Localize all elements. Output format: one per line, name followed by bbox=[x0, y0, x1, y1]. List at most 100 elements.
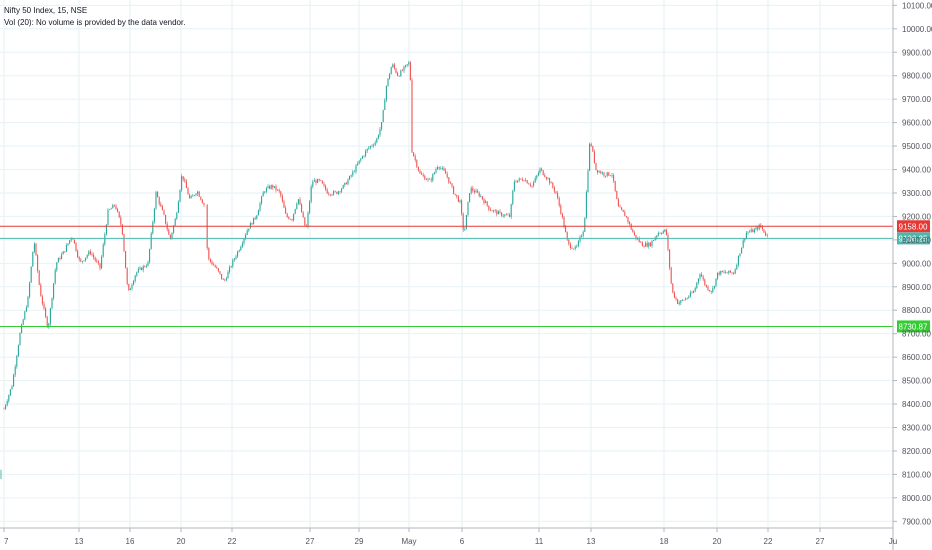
candle-body bbox=[625, 216, 627, 218]
candle-body bbox=[45, 308, 47, 317]
candle-body bbox=[744, 238, 746, 241]
candle-body bbox=[281, 195, 283, 202]
candle-body bbox=[112, 204, 114, 209]
price-tick-label: 9900.00 bbox=[902, 48, 931, 57]
candle-body bbox=[534, 177, 536, 183]
candle-body bbox=[537, 172, 539, 176]
candle-body bbox=[435, 169, 437, 173]
candle-body bbox=[277, 189, 279, 191]
candle-body bbox=[416, 160, 418, 167]
candle-body bbox=[59, 258, 61, 259]
candle-body bbox=[646, 243, 648, 247]
candle-body bbox=[734, 269, 736, 274]
candle-body bbox=[627, 217, 629, 223]
candle-body bbox=[126, 268, 128, 285]
time-tick-label: 18 bbox=[660, 537, 669, 546]
candle-body bbox=[104, 234, 106, 245]
price-tick-label: 9400.00 bbox=[902, 166, 931, 175]
candle-body bbox=[565, 226, 567, 233]
candle-body bbox=[345, 182, 347, 185]
volume-legend[interactable]: Vol (20): No volume is provided by the d… bbox=[4, 18, 186, 27]
candle-body bbox=[120, 217, 122, 225]
candle-body bbox=[389, 74, 391, 79]
candle-body bbox=[633, 232, 635, 235]
candle-body bbox=[361, 156, 363, 159]
candle-body bbox=[717, 272, 719, 279]
candle-body bbox=[667, 234, 669, 250]
candle-body bbox=[227, 271, 229, 279]
candle-body bbox=[134, 275, 136, 282]
candle-body bbox=[445, 170, 447, 174]
candle-body bbox=[558, 198, 560, 206]
candle-body bbox=[217, 268, 219, 272]
candle-body bbox=[41, 296, 43, 304]
candle-body bbox=[672, 283, 674, 293]
candle-body bbox=[728, 270, 730, 273]
candle-body bbox=[11, 386, 13, 390]
candle-body bbox=[46, 316, 48, 328]
candle-body bbox=[589, 143, 591, 171]
candle-body bbox=[331, 194, 333, 196]
candle-body bbox=[608, 172, 610, 176]
candle-body bbox=[168, 229, 170, 235]
candle-body bbox=[669, 249, 671, 268]
price-tag-label: 9158.00 bbox=[899, 222, 928, 231]
candle-body bbox=[390, 67, 392, 75]
candle-body bbox=[21, 324, 23, 333]
candle-body bbox=[464, 229, 466, 230]
candle-body bbox=[96, 260, 98, 262]
candle-body bbox=[9, 389, 11, 396]
candle-body bbox=[413, 152, 415, 157]
horizontal-lines: 9158.00 9106.25 8730.87 bbox=[0, 220, 930, 333]
candle-body bbox=[213, 264, 215, 266]
candle-body bbox=[649, 242, 651, 247]
candle-body bbox=[376, 138, 378, 143]
candle-body bbox=[195, 193, 197, 196]
candle-body bbox=[254, 217, 256, 219]
candle-body bbox=[257, 210, 259, 216]
candle-body bbox=[243, 238, 245, 244]
candle-body bbox=[304, 217, 306, 226]
price-tick-label: 8900.00 bbox=[902, 283, 931, 292]
candle-body bbox=[505, 214, 507, 216]
candle-body bbox=[123, 234, 125, 252]
candle-body bbox=[691, 292, 693, 294]
candle-body bbox=[385, 85, 387, 101]
candle-body bbox=[621, 207, 623, 210]
time-axis[interactable]: 7 13 16 20 22 27 29 May 6 11 13 18 20 22 27 Ju bbox=[0, 527, 897, 546]
candle-body bbox=[584, 217, 586, 232]
price-axis[interactable]: 10100.00 10000.00 9900.00 9800.00 9700.00 960… bbox=[892, 0, 932, 550]
candle-body bbox=[296, 203, 298, 209]
candle-body bbox=[288, 217, 290, 219]
time-tick-label: 6 bbox=[460, 537, 465, 546]
candle-body bbox=[379, 128, 381, 136]
candle-body bbox=[211, 261, 213, 265]
candle-body bbox=[357, 163, 359, 166]
candle-body bbox=[222, 278, 224, 280]
candle-body bbox=[33, 243, 35, 252]
candle-body bbox=[297, 199, 299, 204]
candle-body bbox=[349, 175, 351, 180]
candle-body bbox=[32, 251, 34, 267]
candle-body bbox=[661, 233, 663, 235]
candle-body bbox=[397, 72, 399, 76]
candle-body bbox=[437, 167, 439, 170]
candle-body bbox=[605, 175, 607, 177]
candle-body bbox=[221, 273, 223, 279]
candle-body bbox=[89, 251, 91, 254]
candle-body bbox=[334, 191, 336, 192]
price-tag bbox=[897, 320, 930, 333]
candle-body bbox=[16, 355, 18, 367]
candle-body bbox=[181, 176, 183, 191]
candle-body bbox=[187, 188, 189, 195]
candle-body bbox=[145, 266, 147, 267]
symbol-legend[interactable]: Nifty 50 Index, 15, NSE bbox=[4, 6, 88, 15]
candle-body bbox=[566, 232, 568, 240]
candle-body bbox=[363, 155, 365, 157]
candle-body bbox=[704, 279, 706, 285]
price-tick-label: 7900.00 bbox=[902, 517, 931, 526]
time-tick-label: 20 bbox=[177, 537, 186, 546]
price-tick-label: 9100.00 bbox=[902, 236, 931, 245]
candle-body bbox=[342, 185, 344, 189]
